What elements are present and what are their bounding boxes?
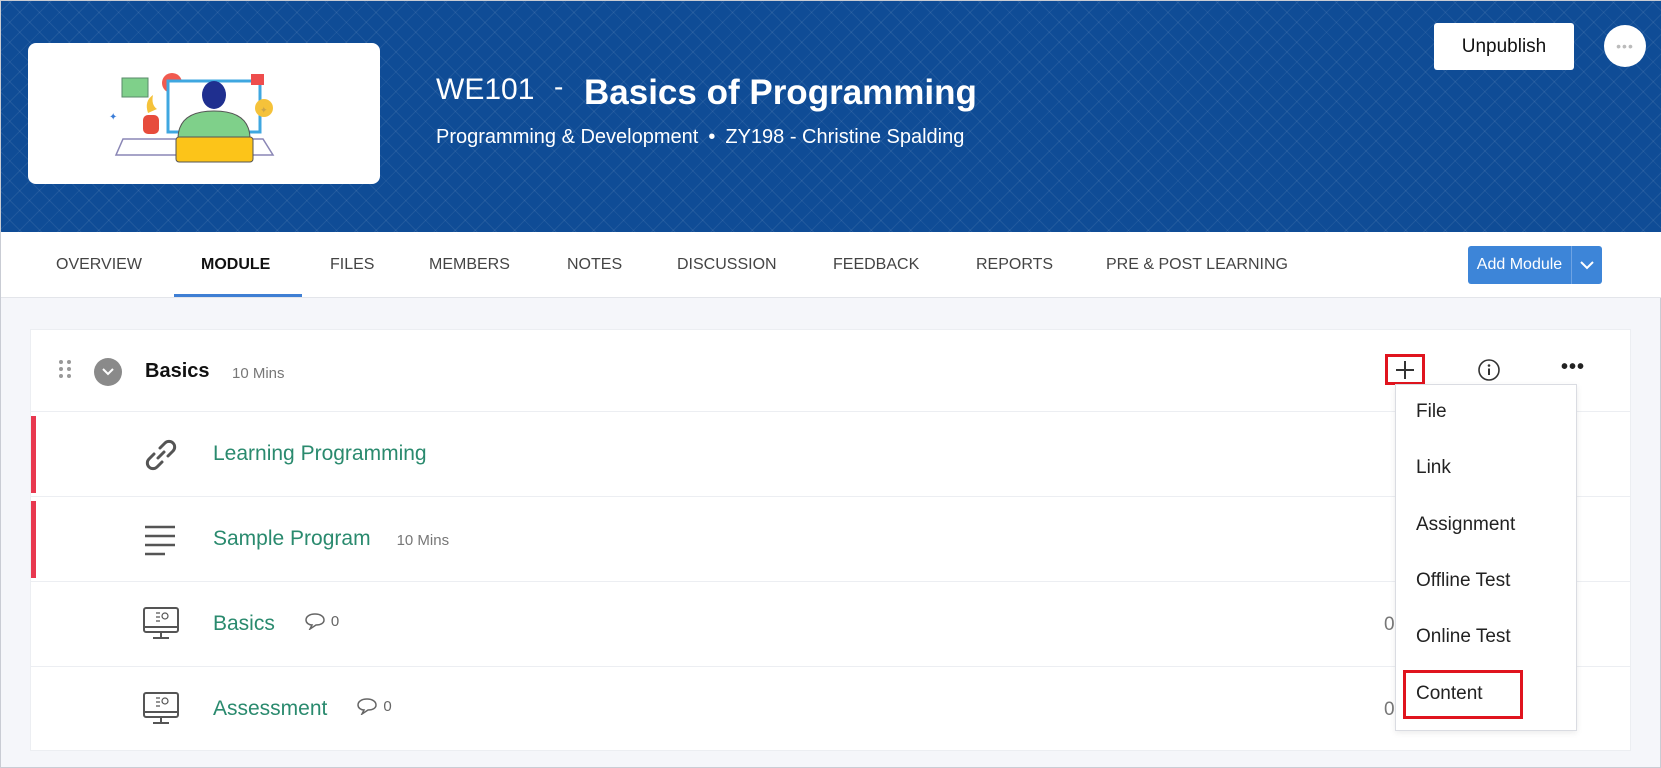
chevron-down-icon xyxy=(1580,260,1594,269)
course-thumbnail: ✦ ✦ xyxy=(28,43,380,184)
tab-members[interactable]: MEMBERS xyxy=(429,256,510,273)
unpublish-button[interactable]: Unpublish xyxy=(1434,23,1574,70)
drag-handle-icon[interactable] xyxy=(59,360,71,378)
course-code: WE101 xyxy=(436,73,535,106)
ellipsis-icon: ••• xyxy=(1616,38,1634,54)
unpublished-indicator xyxy=(31,501,36,578)
comment-icon xyxy=(357,698,378,715)
monitor-icon xyxy=(143,692,179,724)
menu-item-link[interactable]: Link xyxy=(1416,457,1451,478)
module-item[interactable]: Basics 0 0 xyxy=(31,582,1630,667)
chevron-down-icon xyxy=(102,368,114,376)
add-module-dropdown-toggle[interactable] xyxy=(1572,246,1602,284)
item-title[interactable]: Assessment 0 xyxy=(213,697,392,721)
item-duration: 10 Mins xyxy=(396,532,450,549)
course-header: ✦ ✦ WE101 - Basics of Programming Progra… xyxy=(1,1,1661,232)
active-tab-indicator xyxy=(174,294,302,297)
tab-notes[interactable]: NOTES xyxy=(567,256,623,273)
comment-count-value: 0 xyxy=(383,697,392,715)
tab-pre-post-learning[interactable]: PRE & POST LEARNING xyxy=(1106,256,1288,273)
comment-count[interactable]: 0 xyxy=(305,612,339,630)
item-title-text[interactable]: Learning Programming xyxy=(213,442,427,465)
item-count: 0 xyxy=(1384,614,1395,635)
add-item-button[interactable] xyxy=(1385,354,1425,385)
item-title[interactable]: Basics 0 xyxy=(213,612,339,636)
tab-feedback[interactable]: FEEDBACK xyxy=(833,256,920,273)
unpublished-indicator xyxy=(31,416,36,493)
svg-text:✦: ✦ xyxy=(260,105,268,115)
item-title-text[interactable]: Sample Program xyxy=(213,527,371,550)
title-separator: - xyxy=(554,71,564,102)
tab-module[interactable]: MODULE xyxy=(201,256,271,273)
menu-item-file[interactable]: File xyxy=(1416,401,1447,422)
module-item[interactable]: Learning Programming xyxy=(31,412,1630,497)
module-title: Basics xyxy=(145,360,210,382)
monitor-icon xyxy=(143,607,179,639)
course-subtitle: Programming & Development • ZY198 - Christ… xyxy=(436,126,964,149)
menu-item-assignment[interactable]: Assignment xyxy=(1416,514,1516,535)
course-instructor: ZY198 - Christine Spalding xyxy=(725,126,965,148)
add-module-button[interactable]: Add Module xyxy=(1468,246,1572,284)
item-title[interactable]: Learning Programming xyxy=(213,442,427,466)
menu-item-online-test[interactable]: Online Test xyxy=(1416,626,1511,647)
module-duration: 10 Mins xyxy=(232,365,285,382)
info-icon[interactable] xyxy=(1477,358,1501,382)
svg-text:✦: ✦ xyxy=(109,112,117,123)
module-item[interactable]: Sample Program 10 Mins xyxy=(31,497,1630,582)
course-category: Programming & Development xyxy=(436,126,699,148)
add-item-menu: File Link Assignment Offline Test Online… xyxy=(1395,384,1577,731)
course-tabs: OVERVIEW MODULE FILES MEMBERS NOTES DISC… xyxy=(1,232,1661,298)
tab-discussion[interactable]: DISCUSSION xyxy=(677,256,777,273)
comment-count-value: 0 xyxy=(330,612,340,630)
course-title: Basics of Programming xyxy=(584,73,977,112)
comment-count[interactable]: 0 xyxy=(357,697,392,715)
add-module-split-button: Add Module xyxy=(1468,246,1602,284)
text-lines-icon xyxy=(145,525,175,556)
module-item[interactable]: Assessment 0 0 xyxy=(31,667,1630,752)
module-header: Basics 10 Mins ••• xyxy=(31,330,1630,412)
item-title-text[interactable]: Assessment xyxy=(213,697,328,720)
tab-overview[interactable]: OVERVIEW xyxy=(56,256,142,273)
menu-item-content[interactable]: Content xyxy=(1416,683,1483,704)
tab-reports[interactable]: REPORTS xyxy=(976,256,1054,273)
highlight-box xyxy=(1403,670,1523,719)
module-more-button[interactable]: ••• xyxy=(1561,356,1586,378)
bullet-separator: • xyxy=(708,126,716,148)
item-count: 0 xyxy=(1384,699,1395,720)
plus-icon xyxy=(1396,360,1414,379)
more-options-button[interactable]: ••• xyxy=(1604,25,1646,67)
module-card: Basics 10 Mins ••• Learning Programming … xyxy=(30,329,1631,751)
item-title[interactable]: Sample Program 10 Mins xyxy=(213,527,449,551)
comment-icon xyxy=(305,613,325,630)
tab-files[interactable]: FILES xyxy=(330,256,375,273)
link-icon xyxy=(145,439,177,471)
programmer-illustration: ✦ ✦ xyxy=(109,73,275,163)
item-title-text[interactable]: Basics xyxy=(213,612,275,635)
menu-item-offline-test[interactable]: Offline Test xyxy=(1416,570,1511,591)
collapse-module-button[interactable] xyxy=(94,358,122,386)
